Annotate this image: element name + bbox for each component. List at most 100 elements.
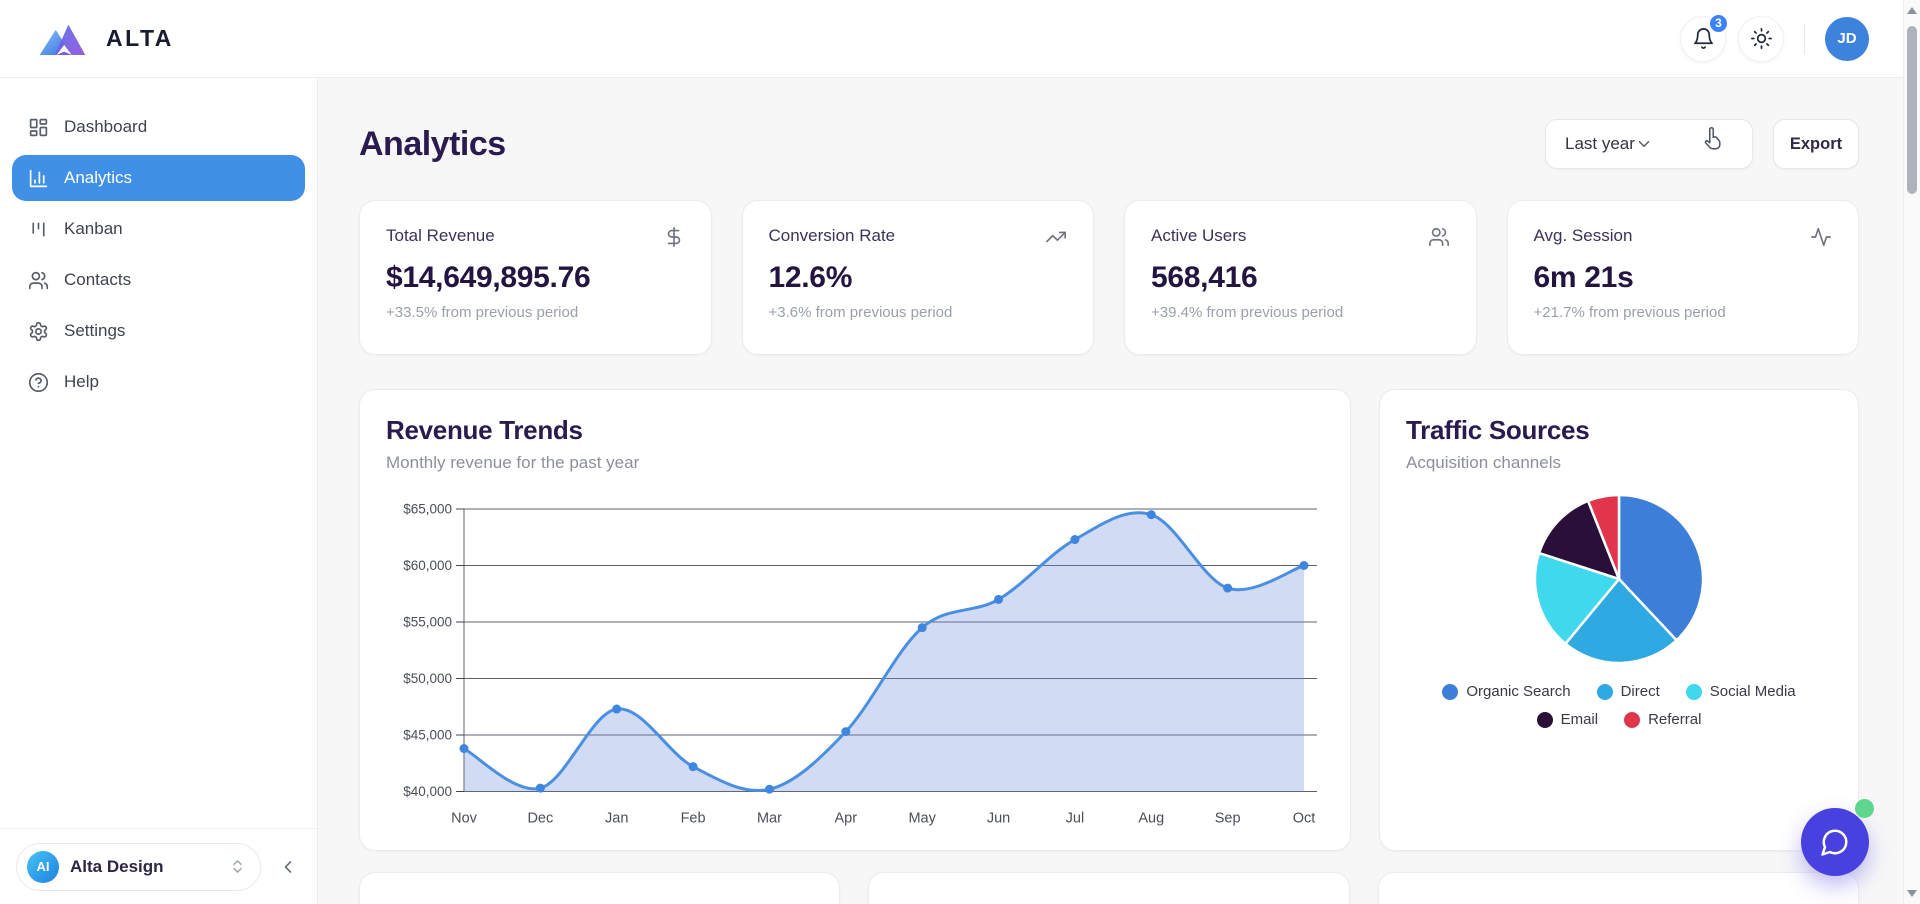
gear-icon bbox=[28, 321, 49, 342]
pie-slice-referral bbox=[1586, 493, 1621, 581]
sidebar-item-analytics[interactable]: Analytics bbox=[12, 155, 305, 201]
stat-delta: +39.4% from previous period bbox=[1151, 304, 1344, 321]
legend-dot bbox=[1685, 683, 1702, 700]
svg-text:$55,000: $55,000 bbox=[403, 615, 452, 630]
legend-item-referral: Referral bbox=[1624, 711, 1701, 728]
pie-slice-direct bbox=[1564, 577, 1678, 665]
legend-label: Organic Search bbox=[1466, 683, 1571, 700]
workspace-name: Alta Design bbox=[70, 856, 164, 876]
brand: ALTA bbox=[0, 19, 174, 59]
stat-delta: +33.5% from previous period bbox=[386, 304, 579, 321]
stats-row: Total Revenue $14,649,895.76 +33.5% from… bbox=[359, 200, 1859, 355]
sidebar-item-settings[interactable]: Settings bbox=[12, 308, 305, 354]
below-fold-card bbox=[359, 872, 841, 904]
brand-name: ALTA bbox=[106, 25, 174, 51]
stat-card-avg-session: Avg. Session 6m 21s +21.7% from previous… bbox=[1506, 200, 1859, 355]
notifications-button[interactable]: 3 bbox=[1680, 12, 1729, 62]
svg-text:$45,000: $45,000 bbox=[403, 728, 452, 743]
below-fold-card bbox=[1377, 872, 1859, 904]
sidebar-item-label: Contacts bbox=[64, 270, 132, 289]
revenue-trends-line-chart: $65,000 $60,000 $55,000 $50,000 $45,000 $40,0… bbox=[403, 502, 1317, 827]
users-icon bbox=[28, 270, 49, 291]
topbar: ALTA 3 JD bbox=[0, 0, 1903, 78]
svg-text:$50,000: $50,000 bbox=[403, 671, 452, 686]
user-avatar[interactable]: JD bbox=[1825, 16, 1869, 61]
legend-label: Referral bbox=[1648, 711, 1702, 728]
date-range-value: Last year bbox=[1565, 134, 1635, 153]
svg-text:Nov: Nov bbox=[451, 811, 478, 827]
svg-text:Oct: Oct bbox=[1293, 811, 1316, 827]
stat-value: $14,649,895.76 bbox=[386, 261, 591, 294]
legend-label: Social Media bbox=[1709, 683, 1796, 700]
legend-label: Email bbox=[1560, 711, 1599, 728]
chevron-down-icon bbox=[1635, 135, 1653, 153]
scrollbar-up-arrow[interactable] bbox=[1907, 7, 1917, 14]
dashboard-icon bbox=[28, 117, 49, 138]
stat-card-active-users: Active Users 568,416 +39.4% from previou… bbox=[1124, 200, 1477, 355]
stat-value: 12.6% bbox=[768, 261, 853, 294]
workspace-switcher[interactable]: AI Alta Design bbox=[16, 842, 261, 891]
charts-row: Revenue Trends Monthly revenue for the p… bbox=[359, 389, 1859, 851]
stat-label: Avg. Session bbox=[1533, 226, 1633, 245]
traffic-sources-pie-chart bbox=[1533, 493, 1705, 665]
sidebar-item-kanban[interactable]: Kanban bbox=[12, 206, 305, 252]
revenue-trends-card: Revenue Trends Monthly revenue for the p… bbox=[359, 389, 1351, 851]
pie-slice-organic-search bbox=[1617, 493, 1705, 642]
alta-logo-icon bbox=[38, 19, 92, 59]
online-status-dot bbox=[1855, 799, 1874, 818]
sidebar: Dashboard Analytics Kanban bbox=[0, 78, 318, 904]
bell-icon bbox=[1692, 27, 1715, 50]
sidebar-nav: Dashboard Analytics Kanban bbox=[0, 78, 317, 405]
sidebar-item-contacts[interactable]: Contacts bbox=[12, 257, 305, 303]
sidebar-item-label: Analytics bbox=[64, 168, 133, 187]
kanban-icon bbox=[28, 219, 49, 240]
scrollbar-down-arrow[interactable] bbox=[1907, 890, 1917, 897]
topbar-actions: 3 JD bbox=[1680, 12, 1903, 62]
legend-item-organic-search: Organic Search bbox=[1442, 683, 1571, 700]
main-content: Analytics Last year Export Total Revenue bbox=[318, 78, 1903, 904]
legend-dot bbox=[1442, 683, 1459, 700]
traffic-sources-card: Traffic Sources Acquisition channels Org… bbox=[1379, 389, 1859, 851]
revenue-trends-subtitle: Monthly revenue for the past year bbox=[386, 453, 640, 472]
page-header: Analytics Last year Export bbox=[359, 118, 1859, 170]
date-range-select[interactable]: Last year bbox=[1545, 119, 1753, 169]
revenue-trends-title: Revenue Trends bbox=[386, 415, 583, 445]
traffic-sources-title: Traffic Sources bbox=[1406, 415, 1590, 445]
stat-value: 6m 21s bbox=[1533, 261, 1634, 294]
legend-dot bbox=[1596, 683, 1613, 700]
svg-text:Apr: Apr bbox=[835, 811, 858, 827]
chat-fab-button[interactable] bbox=[1801, 799, 1874, 876]
stat-label: Conversion Rate bbox=[768, 226, 896, 245]
svg-text:Mar: Mar bbox=[757, 811, 782, 827]
svg-text:$40,000: $40,000 bbox=[403, 784, 452, 799]
legend-item-email: Email bbox=[1536, 711, 1599, 728]
svg-text:May: May bbox=[908, 811, 936, 827]
traffic-sources-subtitle: Acquisition channels bbox=[1406, 453, 1561, 472]
legend-dot bbox=[1536, 711, 1553, 728]
traffic-sources-legend: Organic Search Direct Social Media Email Ref… bbox=[1406, 683, 1832, 728]
bar-chart-icon bbox=[28, 168, 49, 189]
legend-item-direct: Direct bbox=[1596, 683, 1660, 700]
sidebar-item-dashboard[interactable]: Dashboard bbox=[12, 104, 305, 150]
svg-text:Jan: Jan bbox=[605, 811, 628, 827]
header-controls: Last year Export bbox=[1545, 119, 1859, 169]
svg-text:Jul: Jul bbox=[1066, 811, 1085, 827]
export-button[interactable]: Export bbox=[1773, 119, 1859, 169]
sidebar-item-help[interactable]: Help bbox=[12, 359, 305, 405]
trending-up-icon bbox=[1045, 226, 1067, 248]
sidebar-item-label: Help bbox=[64, 372, 99, 391]
theme-toggle-button[interactable] bbox=[1738, 15, 1784, 62]
chevron-left-icon bbox=[278, 857, 298, 877]
below-fold-cards-row bbox=[359, 872, 1859, 904]
page-scrollbar[interactable] bbox=[1903, 0, 1920, 904]
pie-slice-email bbox=[1537, 499, 1621, 581]
stat-value: 568,416 bbox=[1151, 261, 1258, 294]
chat-bubble-icon bbox=[1820, 827, 1850, 857]
legend-row: Organic Search Direct Social Media bbox=[1442, 683, 1796, 700]
sidebar-collapse-button[interactable] bbox=[271, 850, 305, 884]
activity-icon bbox=[1810, 226, 1832, 248]
legend-label: Direct bbox=[1620, 683, 1660, 700]
stat-delta: +3.6% from previous period bbox=[768, 304, 953, 321]
scrollbar-thumb[interactable] bbox=[1907, 26, 1917, 194]
svg-text:Jun: Jun bbox=[987, 811, 1010, 827]
